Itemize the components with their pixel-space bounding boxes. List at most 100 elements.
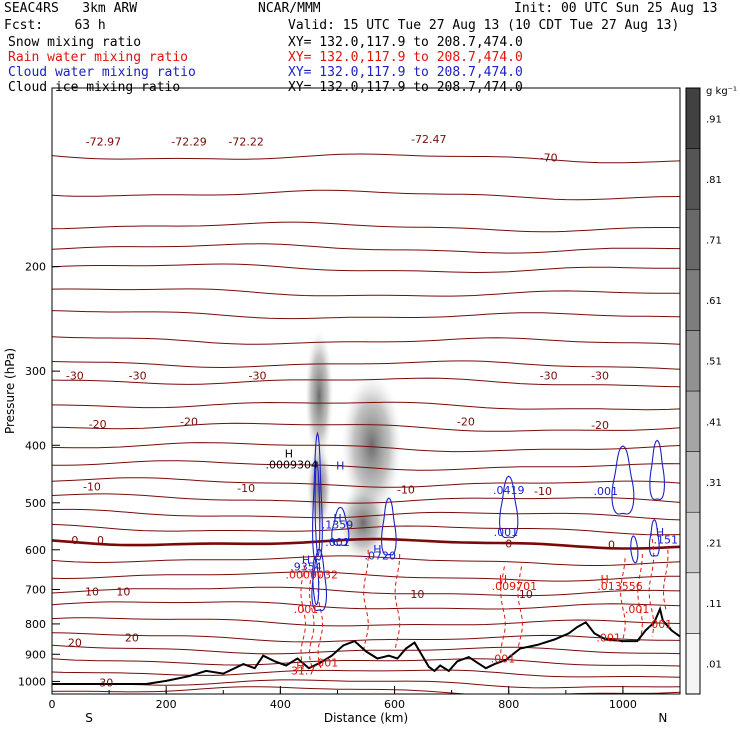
temperature-isoline (52, 288, 680, 297)
colorbar-label: .01 (706, 660, 722, 671)
temperature-isoline (52, 477, 680, 488)
cloud-water-contour (312, 431, 323, 561)
temperature-label: 10 (519, 588, 533, 601)
temperature-isoline (52, 669, 680, 678)
temperature-label: 0 (71, 534, 78, 547)
x-tick-label: 400 (270, 698, 291, 711)
temperature-label: 0 (97, 534, 104, 547)
field-max-label: .001 (594, 485, 619, 498)
colorbar-bin (685, 572, 701, 634)
x-axis-title: Distance (km) (324, 711, 408, 725)
temperature-label: -70 (540, 152, 558, 165)
cloud-water-contour (312, 556, 320, 606)
y-tick-label: 1000 (18, 675, 46, 688)
endpoint-right-label: N (658, 711, 667, 725)
temperature-isoline (52, 617, 680, 627)
field-max-label: .001 (325, 536, 350, 549)
temperature-isoline (52, 586, 680, 597)
temperature-isoline (52, 571, 680, 582)
colorbar-bin (685, 269, 701, 331)
field-max-label: .0720 (365, 550, 397, 563)
temperature-label: -20 (591, 419, 609, 432)
y-tick-label: 400 (25, 439, 46, 452)
temperature-label: 10 (116, 585, 130, 598)
temperature-label: -30 (540, 369, 558, 382)
colorbar-bin (685, 633, 701, 695)
temperature-label: -30 (129, 369, 147, 382)
colorbar-bin (685, 148, 701, 210)
colorbar-label: .21 (706, 539, 722, 550)
valid-time-label: Valid: 15 UTC Tue 27 Aug 13 (10 CDT Tue … (288, 18, 680, 33)
temperature-label: -10 (237, 482, 255, 495)
colorbar-label: .51 (706, 357, 722, 368)
rain-contour (300, 566, 307, 669)
snow-shading-cell (305, 329, 334, 462)
terrain-profile (52, 605, 680, 685)
temperature-isoline (52, 263, 680, 274)
temperature-label: 30 (99, 677, 113, 690)
colorbar-label: .11 (706, 599, 722, 610)
rain-contours-layer (300, 531, 669, 669)
x-tick-label: 1000 (609, 698, 637, 711)
temperature-isoline (52, 189, 680, 201)
cloud-water-contour (499, 475, 519, 539)
field-max-label: .0419 (493, 484, 525, 497)
y-tick-label: 800 (25, 618, 46, 631)
temperature-label: 0 (505, 538, 512, 551)
y-tick-label: 500 (25, 497, 46, 510)
colorbar-bin (685, 451, 701, 513)
field-max-label: .001 (494, 526, 519, 539)
temperature-contours-layer (52, 153, 680, 694)
rain-contour (500, 566, 506, 655)
temperature-label: 10 (410, 588, 424, 601)
temperature-label: 10 (85, 585, 99, 598)
cloud-water-contour (381, 497, 397, 556)
field-max-label: H (656, 526, 664, 539)
field-max-label: H (333, 512, 341, 525)
x-tick-label: 0 (49, 698, 56, 711)
y-tick-label: 200 (25, 261, 46, 274)
model-label: SEAC4RS 3km ARW (4, 1, 138, 16)
field-max-label: .001 (491, 653, 516, 666)
terrain-layer (52, 605, 680, 685)
rain-contour (637, 554, 643, 643)
rain-contour (394, 553, 401, 649)
field-max-label: .009701 (492, 580, 538, 593)
org-label: NCAR/MMM (258, 1, 321, 16)
colorbar-bin (685, 208, 701, 271)
temperature-isoline (52, 360, 680, 370)
y-axis-title: Pressure (hPa) (3, 348, 17, 434)
endpoint-left-label: S (85, 711, 93, 725)
temperature-label: -10 (397, 484, 415, 497)
colorbar: .01 .11 .21 .31 .41 .51 .61 .71 .81 .91 g kg⁻¹ (685, 86, 737, 695)
field-max-label: 31.7 (291, 664, 316, 677)
temperature-isoline (52, 460, 680, 471)
cloud-water-contour (611, 445, 635, 515)
colorbar-label: .91 (706, 114, 722, 125)
temperature-isoline (52, 221, 680, 233)
rain-contour (620, 558, 626, 643)
temperature-isoline (52, 243, 680, 254)
temperature-isoline (52, 679, 680, 689)
temperature-label: -10 (534, 485, 552, 498)
colorbar-label: .81 (706, 175, 722, 186)
colorbar-bin (685, 390, 701, 452)
temperature-isoline (52, 555, 680, 566)
cloud-water-contour (648, 518, 660, 557)
colorbar-label: .71 (706, 236, 722, 247)
colorbar-unit: g kg⁻¹ (706, 86, 737, 97)
temperature-isoline (52, 377, 680, 388)
field-max-label: .0009032 (286, 569, 339, 582)
plot-frame (51, 87, 681, 695)
legend-rain-label: Rain water mixing ratio (8, 50, 189, 65)
field-max-label: H (600, 573, 608, 586)
temperature-isoline (52, 336, 680, 345)
field-max-label: H (336, 460, 344, 473)
temperature-isoline (52, 401, 680, 411)
colorbar-bin (685, 330, 701, 392)
legend-snow-xy: XY= 132.0,117.9 to 208.7,474.0 (288, 35, 523, 50)
field-max-label: .001 (596, 631, 621, 644)
forecast-hour-label: Fcst: 63 h (4, 18, 106, 33)
